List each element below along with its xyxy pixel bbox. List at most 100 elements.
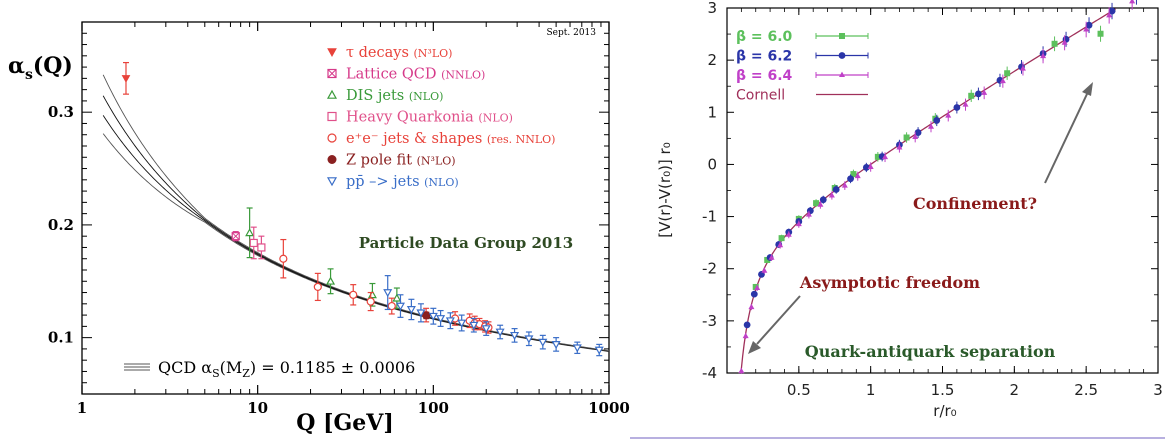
marker xyxy=(968,92,975,99)
potential-data-point xyxy=(1085,17,1093,34)
alpha-s-legend-tag: (res. NNLO) xyxy=(487,133,556,146)
marker-stroke xyxy=(327,69,337,78)
marker xyxy=(326,177,338,187)
marker xyxy=(121,75,131,83)
potential-x-tick-label: 1 xyxy=(866,381,876,399)
potential-data-point xyxy=(1051,36,1058,52)
marker xyxy=(1085,21,1093,29)
marker xyxy=(457,319,467,328)
alpha-s-legend-tag: (N³LO) xyxy=(417,155,456,168)
alpha-s-legend-tag: (NNLO) xyxy=(441,69,485,82)
marker xyxy=(249,238,258,248)
cornell-line xyxy=(740,8,1116,370)
marker xyxy=(841,182,848,188)
potential-data-point xyxy=(854,171,861,181)
corner-note: Sept. 2013 xyxy=(547,28,597,38)
potential-data-point xyxy=(968,89,975,102)
potential-data-point xyxy=(750,290,758,298)
potential-legend-label: β = 6.2 xyxy=(736,49,792,65)
potential-legend-label: β = 6.4 xyxy=(736,68,793,84)
asymptotic-freedom-annotation: Asymptotic freedom xyxy=(799,273,980,292)
potential-data-point xyxy=(1061,35,1068,51)
marker xyxy=(795,220,802,227)
marker xyxy=(428,312,438,321)
potential-y-tick-label: -3 xyxy=(702,312,717,330)
potential-data-point xyxy=(819,195,827,204)
alpha-s-x-tick-label: 1 xyxy=(77,399,87,417)
potential-data-point xyxy=(1040,48,1047,64)
marker xyxy=(777,241,784,248)
marker xyxy=(862,164,870,171)
alpha-s-y-axis-label: αs(Q) xyxy=(8,53,73,83)
band-legend: QCD αS(MZ) = 0.1185 ± 0.0006 xyxy=(124,358,415,380)
alpha-s-data-point xyxy=(279,238,288,279)
potential-legend-item: β = 6.4 xyxy=(736,68,869,84)
potential-legend-label: β = 6.0 xyxy=(736,29,793,45)
marker xyxy=(999,77,1006,84)
alpha-s-legend-item: Heavy Quarkonia (NLO) xyxy=(327,110,513,126)
asymptotic-freedom-arrow xyxy=(748,295,801,354)
alpha-s-data-point xyxy=(231,231,240,242)
potential-legend-marker xyxy=(839,33,845,39)
marker xyxy=(481,325,491,334)
marker xyxy=(896,144,903,150)
alpha-s-legend: τ decays (N³LO) Lattice QCD (NNLO) DIS jet… xyxy=(326,45,556,190)
potential-data-point xyxy=(862,162,870,173)
marker xyxy=(445,317,455,326)
marker xyxy=(850,171,857,178)
marker xyxy=(510,331,520,341)
marker xyxy=(962,101,969,107)
marker xyxy=(761,267,768,273)
potential-data-point xyxy=(813,199,820,208)
confinement-arrow xyxy=(1044,82,1093,184)
alpha-s-data-point xyxy=(538,334,548,350)
alpha-s-data-point xyxy=(457,314,467,332)
potential-x-tick-label: 2.5 xyxy=(1074,381,1098,399)
alpha-s-legend-label: Lattice QCD (NNLO) xyxy=(346,67,485,83)
potential-y-tick-label: -1 xyxy=(702,208,717,226)
marker xyxy=(392,293,402,302)
confinement-annotation: Confinement? xyxy=(913,194,1037,213)
marker xyxy=(383,289,393,298)
marker xyxy=(743,321,751,329)
pdg-annotation: Particle Data Group 2013 xyxy=(359,234,573,252)
alpha-s-legend-name: pp̄ –> jets xyxy=(346,174,424,190)
alpha-s-x-tick-label: 100 xyxy=(418,399,449,417)
potential-data-point xyxy=(828,191,835,200)
marker xyxy=(313,282,322,292)
alpha-s-legend-item: Lattice QCD (NNLO) xyxy=(327,67,485,83)
marker xyxy=(914,129,922,136)
marker xyxy=(551,341,561,350)
alpha-s-data-point xyxy=(428,307,438,325)
marker xyxy=(805,211,812,217)
marker xyxy=(750,290,758,298)
marker-stroke xyxy=(231,232,240,241)
alpha-s-legend-item: pp̄ –> jets (NLO) xyxy=(326,174,459,190)
alpha-s-data-point xyxy=(572,341,582,355)
alpha-s-data-point xyxy=(326,268,336,295)
marker xyxy=(785,231,792,237)
alpha-s-x-tick-label: 10 xyxy=(247,399,268,417)
potential-data-point xyxy=(768,254,775,261)
marker xyxy=(422,311,431,320)
potential-x-tick-label: 1.5 xyxy=(931,381,955,399)
marker xyxy=(524,335,534,344)
marker xyxy=(416,309,426,318)
potential-data-point xyxy=(928,121,935,133)
marker xyxy=(327,133,337,143)
marker xyxy=(874,153,881,160)
marker xyxy=(245,228,255,237)
potential-y-tick-label: 3 xyxy=(707,0,717,17)
potential-data-point xyxy=(1018,59,1025,74)
marker xyxy=(572,344,582,353)
potential-y-tick-label: 2 xyxy=(707,51,717,69)
potential-data-point xyxy=(778,234,785,242)
potential-data-point xyxy=(1106,7,1113,24)
marker xyxy=(1129,0,1136,4)
potential-data-point xyxy=(933,114,941,127)
potential-data-point xyxy=(1097,25,1104,42)
potential-data-point xyxy=(1135,0,1137,5)
